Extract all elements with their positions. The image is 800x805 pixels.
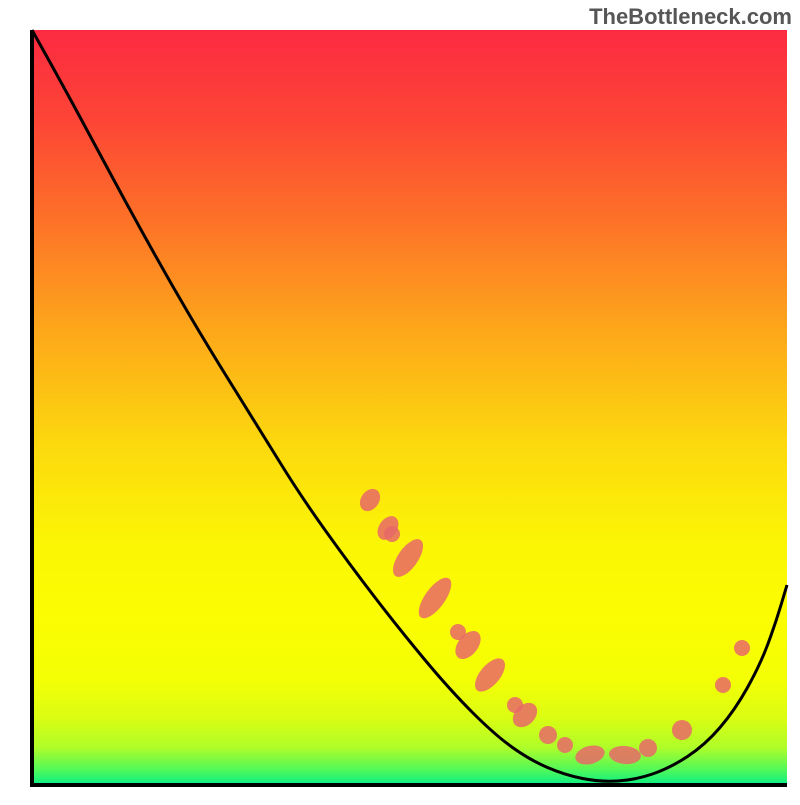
chart-svg (0, 0, 800, 800)
data-marker (539, 726, 557, 744)
bottleneck-chart (0, 0, 800, 800)
data-marker (734, 640, 750, 656)
data-marker (639, 739, 657, 757)
data-marker (557, 737, 573, 753)
attribution-text: TheBottleneck.com (589, 4, 792, 30)
data-marker (384, 526, 400, 542)
data-marker (715, 677, 731, 693)
data-marker (672, 720, 692, 740)
